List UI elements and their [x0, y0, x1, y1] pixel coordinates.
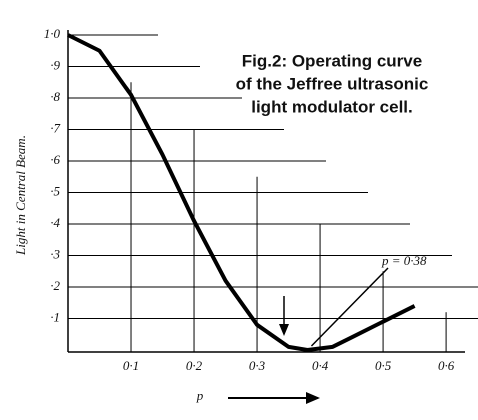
- chart-title: Fig.2: Operating curve: [242, 51, 422, 70]
- x-label-arrow: [228, 392, 320, 404]
- chart-title: light modulator cell.: [251, 97, 413, 116]
- data-line: [67, 33, 416, 352]
- pointer-arrow: [279, 296, 289, 336]
- annotation: p = 0·38: [381, 253, 427, 268]
- y-tick-label: ·3: [50, 246, 60, 261]
- x-tick-label: 0·4: [312, 358, 329, 373]
- x-tick-label: 0·3: [249, 358, 266, 373]
- annotation-pointer: [310, 267, 389, 347]
- y-tick-label: ·9: [50, 57, 60, 72]
- y-axis-label: Light in Central Beam.: [13, 135, 28, 256]
- x-tick-label: 0·1: [123, 358, 139, 373]
- chart-title: of the Jeffree ultrasonic: [236, 74, 429, 93]
- x-tick-label: 0·6: [438, 358, 455, 373]
- x-tick-label: 0·5: [375, 358, 392, 373]
- x-axis-label: p: [196, 388, 204, 403]
- y-tick-label: 1·0: [44, 26, 61, 41]
- y-tick-label: ·8: [50, 89, 60, 104]
- y-tick-label: ·4: [50, 215, 60, 230]
- y-tick-label: ·5: [50, 183, 60, 198]
- x-tick-label: 0·2: [186, 358, 203, 373]
- y-tick-label: ·7: [50, 120, 60, 135]
- y-tick-label: ·1: [50, 309, 60, 324]
- y-tick-label: ·2: [50, 278, 60, 293]
- y-tick-label: ·6: [50, 152, 60, 167]
